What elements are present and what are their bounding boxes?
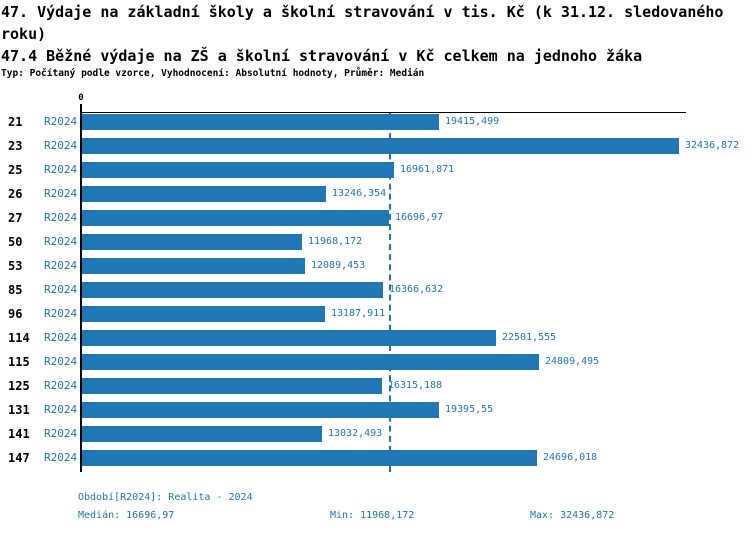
bar[interactable] [82,210,389,226]
bar-value-label: 12089,453 [311,260,366,271]
bar-row: 50 R2024 11968,172 [8,234,686,250]
bar[interactable] [82,162,394,178]
row-category-label: 21 [8,115,23,129]
footer-min-label: Min: 11968,172 [330,510,415,521]
bar-value-label: 22501,555 [502,332,557,343]
footer-max-label: Max: 32436,872 [530,510,615,521]
bar-row: 85 R2024 16366,632 [8,282,686,298]
bar[interactable] [82,426,322,442]
bar[interactable] [82,186,326,202]
bar-row: 26 R2024 13246,354 [8,186,686,202]
bar-row: 114 R2024 22501,555 [8,330,686,346]
row-series-label: R2024 [44,355,78,368]
bar-row: 125 R2024 16315,188 [8,378,686,394]
row-category-label: 50 [8,235,23,249]
bar-row: 23 R2024 32436,872 [8,138,739,154]
row-category-label: 114 [8,331,30,345]
row-series-label: R2024 [44,235,78,248]
row-category-label: 115 [8,355,30,369]
bar-value-label: 24696,018 [543,452,598,463]
bar-value-label: 13246,354 [332,188,387,199]
chart-title: 47. Výdaje na základní školy a školní st… [1,3,724,43]
bar[interactable] [82,450,537,466]
row-category-label: 53 [8,259,23,273]
row-category-label: 25 [8,163,23,177]
row-series-label: R2024 [44,379,78,392]
row-series-label: R2024 [44,163,78,176]
bar-row: 25 R2024 16961,871 [8,162,686,178]
row-category-label: 131 [8,403,30,417]
row-series-label: R2024 [44,451,78,464]
row-category-label: 26 [8,187,23,201]
bar-row: 27 R2024 16696,97 [8,210,686,226]
bar-row: 115 R2024 24809,495 [8,354,686,370]
bar-row: 53 R2024 12089,453 [8,258,686,274]
row-category-label: 27 [8,211,23,225]
median-line [389,113,391,472]
bar[interactable] [82,138,679,154]
chart-subtitle: 47.4 Běžné výdaje na ZŠ a školní stravov… [1,47,643,65]
bar[interactable] [82,354,539,370]
bar-value-label: 19415,499 [445,116,500,127]
bar-value-label: 13187,911 [331,308,386,319]
axis-zero-label: 0 [78,93,84,103]
x-axis-top-line [82,112,686,113]
bar[interactable] [82,330,496,346]
y-axis-line [80,104,82,472]
bar[interactable] [82,114,439,130]
bar-value-label: 16315,188 [388,380,443,391]
row-series-label: R2024 [44,427,78,440]
row-series-label: R2024 [44,283,78,296]
bar[interactable] [82,378,382,394]
bar-row: 147 R2024 24696,018 [8,450,686,466]
row-series-label: R2024 [44,139,78,152]
footer-median-label: Medián: 16696,97 [78,510,175,521]
row-category-label: 85 [8,283,23,297]
bar-value-label: 32436,872 [685,140,740,151]
bar-value-label: 16961,871 [400,164,455,175]
bar[interactable] [82,258,305,274]
bar-value-label: 19395,55 [445,404,494,415]
row-category-label: 125 [8,379,30,393]
row-category-label: 96 [8,307,23,321]
bar-chart-plot: 21 R2024 19415,499 23 R2024 32436,872 25 R2024 1… [8,112,739,472]
row-series-label: R2024 [44,115,78,128]
row-series-label: R2024 [44,403,78,416]
bar-row: 131 R2024 19395,55 [8,402,686,418]
bar[interactable] [82,282,383,298]
row-category-label: 23 [8,139,23,153]
bar[interactable] [82,234,302,250]
row-category-label: 147 [8,451,30,465]
row-category-label: 141 [8,427,30,441]
bar[interactable] [82,402,439,418]
bar-value-label: 13032,493 [328,428,383,439]
bar-row: 21 R2024 19415,499 [8,114,686,130]
bar[interactable] [82,306,325,322]
row-series-label: R2024 [44,259,78,272]
bar-value-label: 11968,172 [308,236,363,247]
bar-value-label: 16366,632 [389,284,444,295]
row-series-label: R2024 [44,211,78,224]
bar-value-label: 24809,495 [545,356,600,367]
chart-meta: Typ: Počítaný podle vzorce, Vyhodnocení:… [1,68,425,79]
row-series-label: R2024 [44,187,78,200]
bar-row: 141 R2024 13032,493 [8,426,686,442]
row-series-label: R2024 [44,331,78,344]
footer-period-label: Období[R2024]: Realita - 2024 [78,492,253,503]
bar-value-label: 16696,97 [395,212,444,223]
bar-row: 96 R2024 13187,911 [8,306,686,322]
row-series-label: R2024 [44,307,78,320]
